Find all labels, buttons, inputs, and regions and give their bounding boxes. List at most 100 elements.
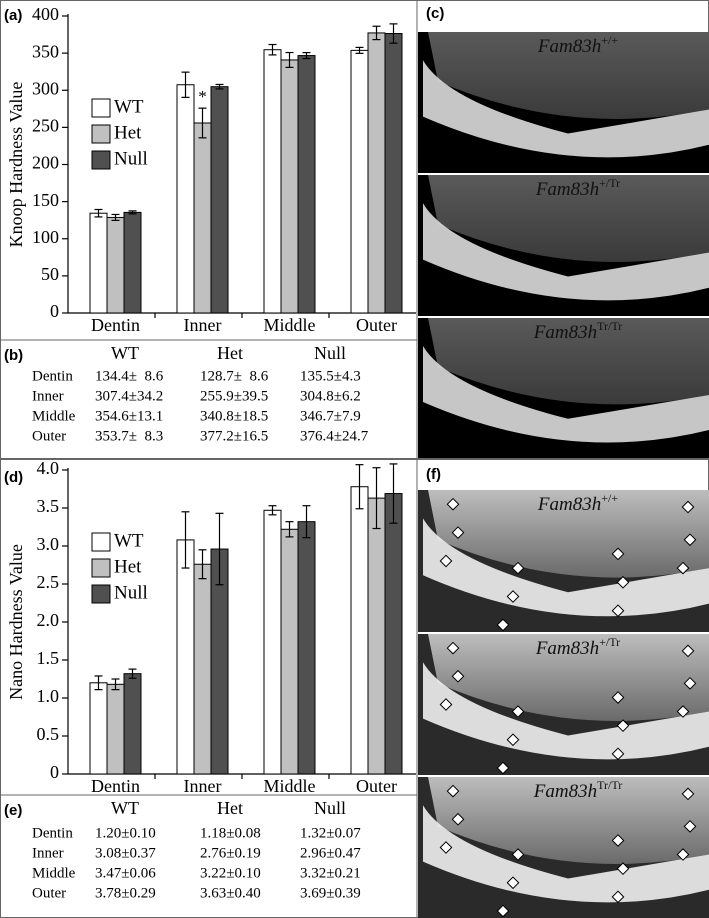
y-tick-label: 150 [32,190,59,210]
genotype-sup: +/+ [601,33,618,47]
panel-label: (e) [4,802,22,819]
error-bar [372,467,381,530]
error-bar [389,463,398,524]
marker [496,761,510,775]
genotype-label: Fam83h+/Tr [535,176,620,201]
marker [616,719,630,733]
legend-label: WT [114,530,144,551]
error-bar [94,675,103,691]
panel-label: (c) [426,5,444,22]
x-tick-label: Outer [356,776,397,796]
table-cell: 2.76±0.19 [200,845,261,861]
table-cell: 377.2±16.5 [200,428,268,444]
bar [193,563,212,775]
genotype-base: Fam83h [537,494,601,515]
panel-label: (d) [4,469,23,486]
genotype-label: Fam83h+/Tr [535,635,620,660]
column-header: Null [314,343,346,363]
marker [439,554,453,568]
bar [106,683,125,775]
table-cell: 1.20±0.10 [95,825,156,841]
marker [676,705,690,718]
error-bar [372,25,381,41]
table-cell: 3.08±0.37 [95,845,156,861]
marker [611,547,625,561]
legend-label: Null [114,582,148,603]
row-label: Inner [32,845,64,861]
bar [384,33,403,314]
marker [611,890,625,904]
x-tick-label: Middle [264,776,316,796]
y-tick-label: 2.0 [37,610,60,630]
marker [616,862,630,876]
error-bar [181,71,190,98]
x-tick-label: Inner [184,776,222,796]
genotype-base: Fam83h [535,179,599,200]
y-tick-label: 4.0 [37,458,60,478]
y-tick-label: 250 [32,116,59,136]
bar [350,49,369,314]
legend-swatch [91,150,111,170]
tooth-enamel [423,805,709,903]
genotype-sup: Tr/Tr [597,319,622,333]
row-label: Inner [32,388,64,404]
bar [193,122,212,314]
column-header: Het [217,798,243,818]
tooth-dentin [428,175,709,262]
table-cell: 1.32±0.07 [300,825,361,841]
bar [297,521,316,775]
marker [446,497,460,511]
column-header: WT [111,343,139,363]
x-tick-label: Outer [356,315,397,335]
marker [511,705,525,718]
panel-label: (a) [4,7,22,24]
legend-label: WT [114,96,144,117]
marker [439,841,453,854]
marker [451,526,465,539]
y-tick-label: 400 [32,4,59,24]
error-bar [198,107,207,139]
y-tick-label: 350 [32,41,59,61]
table-cell: 3.63±0.40 [200,885,261,901]
marker [683,676,697,690]
row-label: Dentin [32,368,73,384]
genotype-label: Fam83h+/+ [537,491,618,516]
genotype-sup: Tr/Tr [597,778,622,792]
tooth-enamel [423,518,709,617]
bar [123,211,142,314]
genotype-sup: +/Tr [599,176,620,190]
table-cell: 376.4±24.7 [300,428,369,444]
y-tick-label: 0 [50,762,59,782]
panel-label: (f) [426,466,441,483]
row-label: Middle [32,408,76,424]
marker [511,561,525,575]
x-tick-label: Middle [264,315,316,335]
marker [683,533,697,547]
error-bar [181,511,190,569]
y-tick-label: 200 [32,153,59,173]
marker [681,644,695,658]
error-bar [302,505,311,539]
marker [676,848,690,861]
tooth-enamel [423,60,709,158]
marker [451,812,465,826]
marker [616,575,630,589]
tooth-enamel [423,346,709,443]
error-bar [302,52,311,60]
bar [210,86,229,314]
y-tick-label: 2.5 [37,572,60,592]
error-bar [128,668,137,679]
genotype-base: Fam83h [533,781,597,802]
table-cell: 1.18±0.08 [200,825,261,841]
table-cell: 340.8±18.5 [200,408,268,424]
bar [263,49,282,314]
genotype-sup: +/+ [601,491,618,505]
legend-swatch [91,98,111,118]
table-cell: 354.6±13.1 [95,408,163,424]
genotype-label: Fam83hTr/Tr [533,778,622,803]
marker [611,747,625,761]
table-cell: 346.7±7.9 [300,408,361,424]
table-cell: 2.96±0.47 [300,845,361,861]
y-tick-label: 100 [32,227,59,247]
